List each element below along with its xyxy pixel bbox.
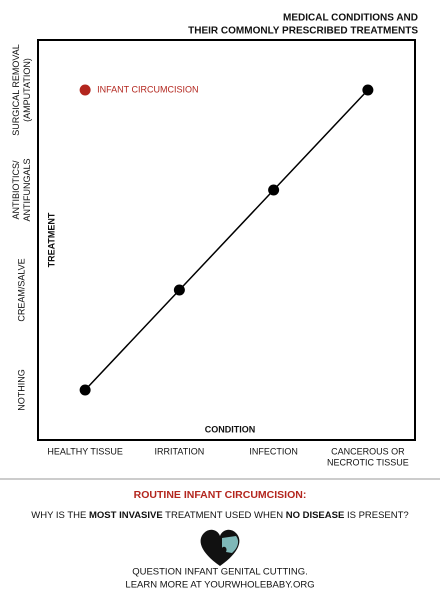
- y-tick-label: NOTHING: [16, 369, 26, 411]
- footer-heading: ROUTINE INFANT CIRCUMCISION:: [134, 489, 307, 501]
- data-point: [268, 184, 280, 196]
- data-point: [173, 284, 185, 296]
- x-tick-label: INFECTION: [249, 446, 298, 456]
- footer-question: WHY IS THE MOST INVASIVE TREATMENT USED …: [31, 510, 408, 521]
- x-tick-label: NECROTIC TISSUE: [327, 457, 409, 467]
- x-tick-label: HEALTHY TISSUE: [47, 446, 123, 456]
- data-point: [79, 84, 91, 96]
- data-point: [79, 384, 91, 396]
- question-part: WHY IS THE: [31, 510, 89, 521]
- data-point: [362, 84, 374, 96]
- plot-frame: [37, 39, 416, 441]
- chart-title: THEIR COMMONLY PRESCRIBED TREATMENTS: [188, 26, 418, 37]
- heart-icon: [200, 529, 240, 566]
- y-tick-label: ANTIBIOTICS/: [11, 160, 21, 220]
- y-tick-label: ANTIFUNGALS: [22, 158, 32, 221]
- y-tick-label: (AMPUTATION): [22, 58, 32, 122]
- y-axis-label: TREATMENT: [46, 212, 56, 267]
- point-label: INFANT CIRCUMCISION: [97, 84, 198, 94]
- footer-line: QUESTION INFANT GENITAL CUTTING.: [132, 567, 308, 578]
- y-tick-label: SURGICAL REMOVAL: [11, 44, 21, 136]
- x-tick-label: CANCEROUS OR: [331, 446, 405, 456]
- footer-line: LEARN MORE AT YOURWHOLEBABY.ORG: [125, 580, 314, 591]
- question-part: IS PRESENT?: [344, 510, 408, 521]
- x-axis-label: CONDITION: [205, 424, 256, 434]
- question-part: TREATMENT USED WHEN: [163, 510, 286, 521]
- question-part: MOST INVASIVE: [89, 510, 163, 521]
- y-tick-label: CREAM/SALVE: [16, 258, 26, 321]
- question-part: NO DISEASE: [286, 510, 345, 521]
- series-line: [84, 89, 369, 391]
- x-tick-label: IRRITATION: [155, 446, 205, 456]
- chart-title: MEDICAL CONDITIONS AND: [283, 13, 418, 24]
